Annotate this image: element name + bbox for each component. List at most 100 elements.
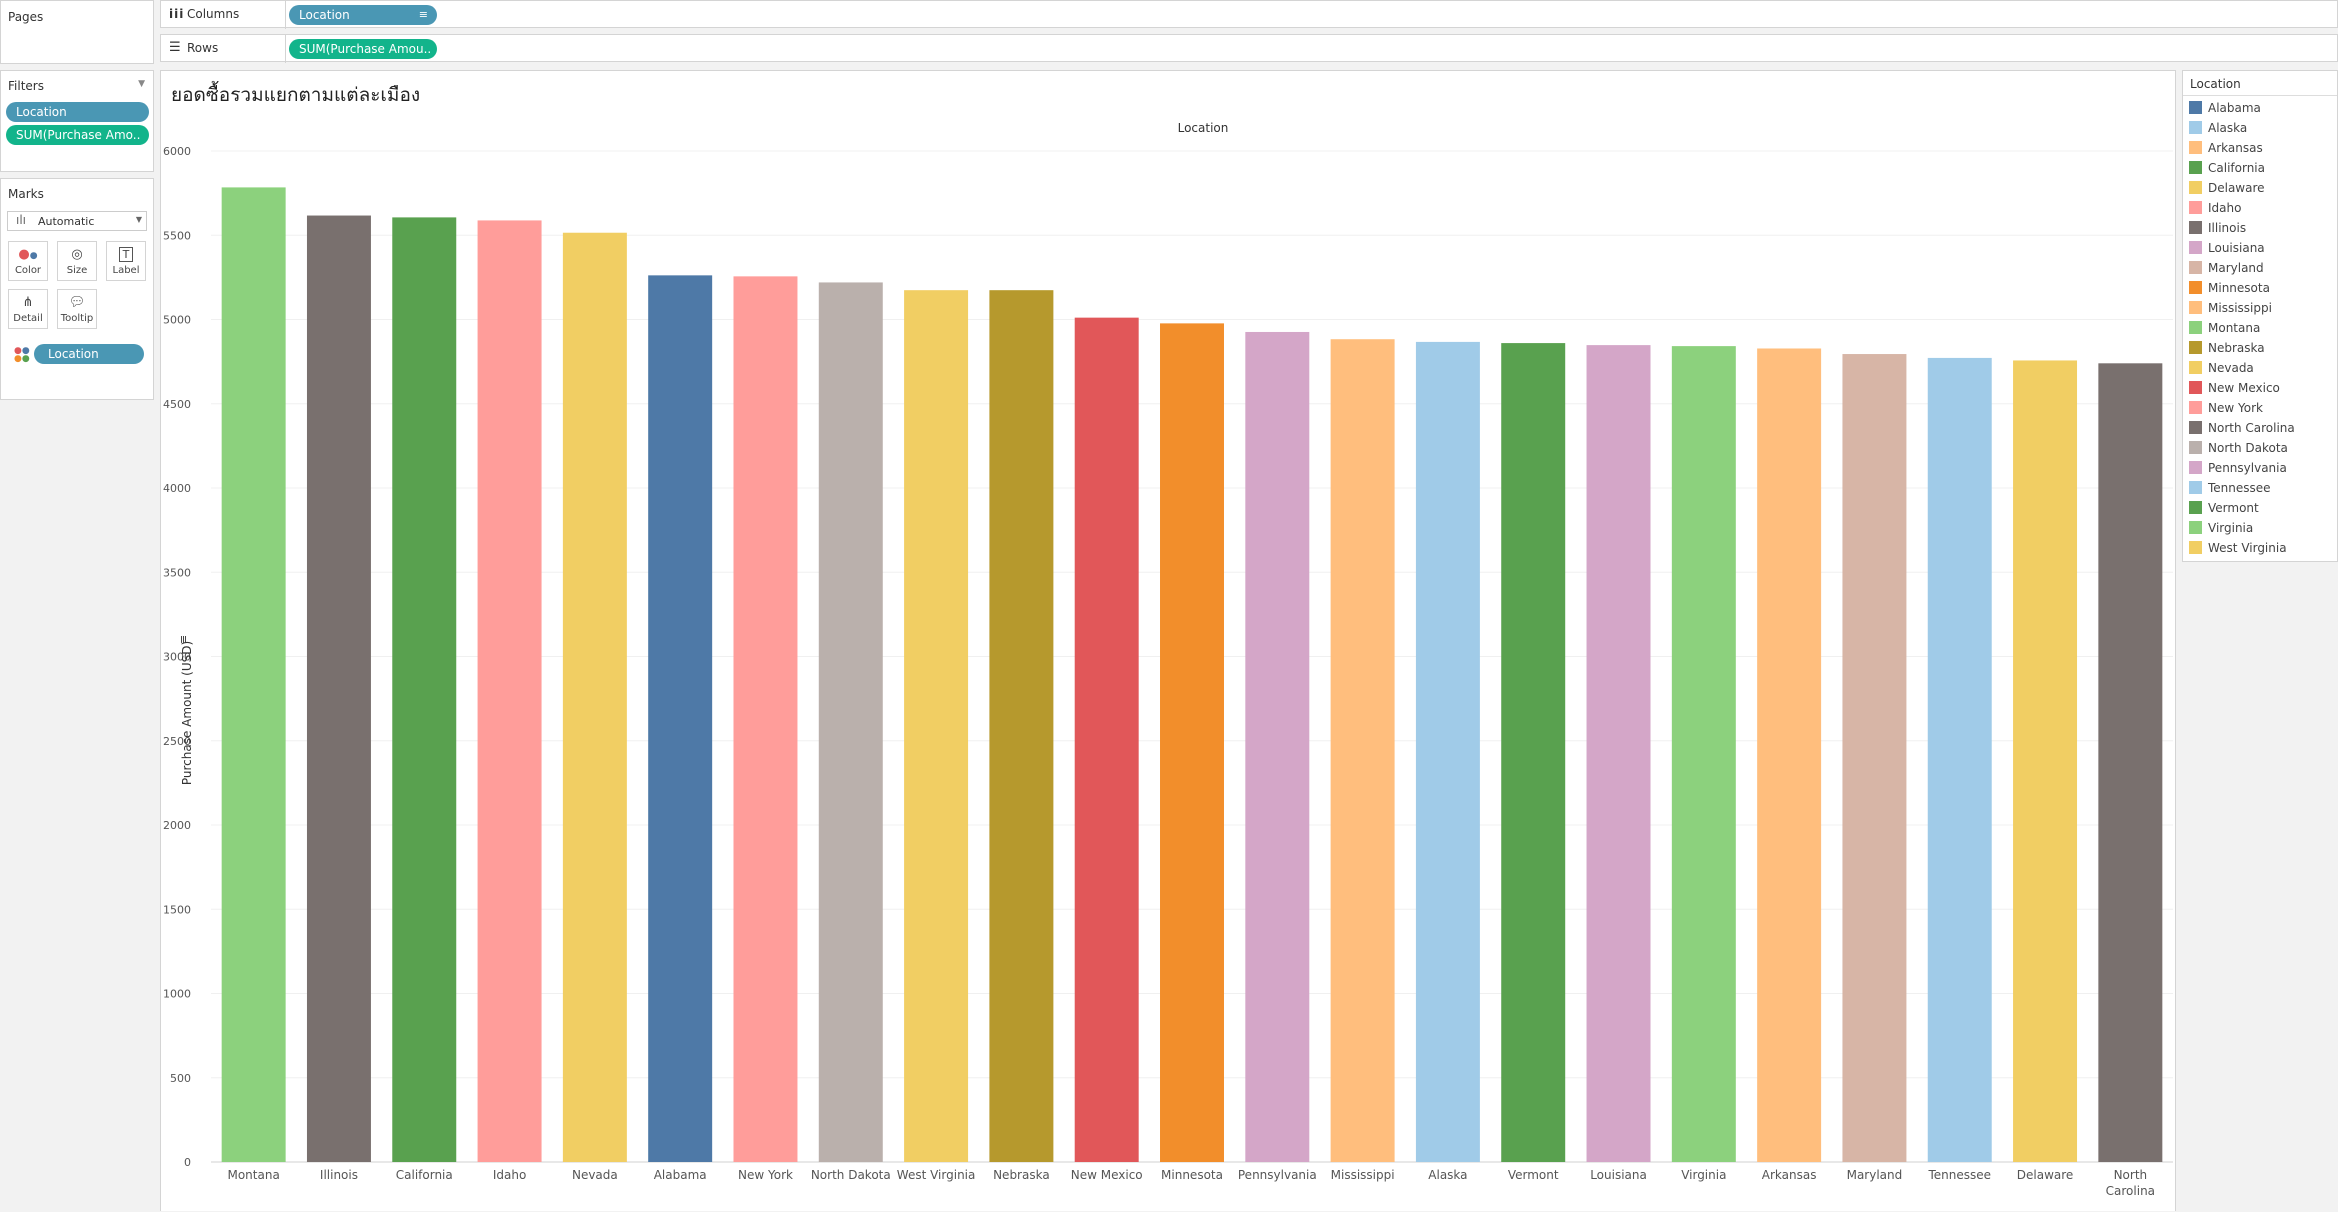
bar-north-carolina[interactable] (2098, 363, 2163, 1162)
marks-title: Marks (8, 187, 44, 201)
size-button[interactable]: ◎ Size (57, 241, 97, 281)
bar-maryland[interactable] (1842, 354, 1907, 1163)
legend-item[interactable]: Louisiana (2189, 240, 2265, 256)
bar-nebraska[interactable] (989, 290, 1054, 1162)
column-header: Location (1178, 121, 1229, 135)
bar-alaska[interactable] (1415, 341, 1480, 1162)
legend-item[interactable]: California (2189, 160, 2265, 176)
legend-item[interactable]: Nebraska (2189, 340, 2265, 356)
bars[interactable] (221, 187, 2163, 1163)
bar-delaware[interactable] (2013, 360, 2078, 1162)
legend-item-label: Arkansas (2208, 141, 2263, 155)
legend-item[interactable]: West Virginia (2189, 540, 2287, 556)
legend-item[interactable]: New Mexico (2189, 380, 2280, 396)
legend-swatch (2189, 201, 2202, 214)
label-button[interactable]: T Label (106, 241, 146, 281)
bar-montana[interactable] (221, 187, 286, 1162)
x-tick-label: Maryland (1847, 1168, 1903, 1182)
x-tick-label: North Dakota (811, 1168, 891, 1182)
size-button-label: Size (66, 265, 88, 276)
x-tick-label: California (396, 1168, 453, 1182)
columns-pill-location[interactable]: Location ≡ (289, 5, 437, 25)
bar-tennessee[interactable] (1927, 357, 1992, 1163)
bar-california[interactable] (392, 217, 457, 1162)
bar-chart-icon: ılı (16, 213, 27, 227)
y-tick-label: 2500 (163, 735, 191, 748)
legend-item[interactable]: Vermont (2189, 500, 2259, 516)
x-axis-labels: Montana Illinois California Idaho Nevada Alab… (227, 1168, 2155, 1198)
filters-menu-icon[interactable]: ▼ (138, 79, 145, 89)
x-tick-label: Carolina (2106, 1184, 2155, 1198)
legend-item[interactable]: Pennsylvania (2189, 460, 2287, 476)
bar-virginia[interactable] (1671, 346, 1736, 1162)
filter-pill-location[interactable]: Location (6, 102, 149, 122)
y-tick-label: 3000 (163, 651, 191, 664)
bar-idaho[interactable] (477, 220, 542, 1162)
legend-swatch (2189, 161, 2202, 174)
detail-button-label: Detail (13, 313, 43, 324)
bar-louisiana[interactable] (1586, 345, 1651, 1162)
bar-nevada[interactable] (562, 232, 627, 1162)
bar-north-dakota[interactable] (818, 282, 883, 1162)
legend-item[interactable]: Alaska (2189, 120, 2247, 136)
legend-item[interactable]: Maryland (2189, 260, 2264, 276)
legend-item[interactable]: Virginia (2189, 520, 2253, 536)
legend-item[interactable]: Idaho (2189, 200, 2241, 216)
legend-item[interactable]: New York (2189, 400, 2263, 416)
bar-mississippi[interactable] (1330, 339, 1395, 1163)
legend-item[interactable]: North Carolina (2189, 420, 2295, 436)
legend-item-label: North Carolina (2208, 421, 2295, 435)
legend-item-label: Nevada (2208, 361, 2254, 375)
size-icon: ◎ (71, 247, 83, 262)
x-tick-label: Arkansas (1762, 1168, 1817, 1182)
legend-swatch (2189, 221, 2202, 234)
legend-item[interactable]: Montana (2189, 320, 2260, 336)
bar-illinois[interactable] (306, 215, 371, 1162)
y-tick-label: 6000 (163, 145, 191, 158)
legend-item[interactable]: Nevada (2189, 360, 2254, 376)
marks-pill-location[interactable]: Location (34, 344, 144, 364)
legend-item-label: Illinois (2208, 221, 2247, 235)
y-tick-label: 4000 (163, 482, 191, 495)
legend-item[interactable]: Tennessee (2189, 480, 2271, 496)
rows-pill-sum-purchase[interactable]: SUM(Purchase Amou.. (289, 39, 437, 59)
color-button[interactable]: ●● Color (8, 241, 48, 281)
legend-item[interactable]: Mississippi (2189, 300, 2272, 316)
legend-swatch (2189, 361, 2202, 374)
bar-minnesota[interactable] (1160, 323, 1224, 1162)
bar-arkansas[interactable] (1757, 348, 1822, 1162)
bar-new-york[interactable] (733, 276, 798, 1162)
detail-button[interactable]: ⋔ Detail (8, 289, 48, 329)
legend-item[interactable]: North Dakota (2189, 440, 2288, 456)
pages-shelf[interactable]: Pages (0, 0, 154, 64)
color-encoding-icon: ●● ●● (14, 346, 30, 364)
legend-item[interactable]: Delaware (2189, 180, 2265, 196)
bar-vermont[interactable] (1501, 343, 1566, 1163)
bar-new-mexico[interactable] (1074, 317, 1139, 1162)
legend-swatch (2189, 341, 2202, 354)
legend-swatch (2189, 241, 2202, 254)
legend-item[interactable]: Minnesota (2189, 280, 2270, 296)
bar-alabama[interactable] (648, 275, 713, 1162)
legend-item[interactable]: Arkansas (2189, 140, 2263, 156)
legend-item[interactable]: Illinois (2189, 220, 2246, 236)
columns-shelf[interactable]: iii Columns Location ≡ (160, 0, 2338, 29)
legend-item-label: California (2208, 161, 2265, 175)
bar-pennsylvania[interactable] (1245, 331, 1310, 1162)
bar-west-virginia[interactable] (904, 290, 969, 1162)
sort-icon[interactable]: ≡ (418, 8, 428, 21)
legend-swatch (2189, 261, 2202, 274)
mark-type-dropdown[interactable]: ılı Automatic ▼ (7, 211, 147, 231)
x-tick-label: Nebraska (993, 1168, 1050, 1182)
x-tick-label: West Virginia (897, 1168, 976, 1182)
legend-item-label: Tennessee (2208, 481, 2271, 495)
tooltip-button[interactable]: 💬︎ Tooltip (57, 289, 97, 329)
x-tick-label: Idaho (493, 1168, 526, 1182)
legend-item-label: Mississippi (2208, 301, 2272, 315)
legend-item[interactable]: Alabama (2189, 100, 2261, 116)
x-tick-label: Pennsylvania (1238, 1168, 1317, 1182)
chart-title: ยอดซื้อรวมแยกตามแต่ละเมือง (171, 81, 420, 106)
y-axis-sort-icon[interactable]: ≡ (177, 635, 190, 644)
rows-shelf[interactable]: ☰ Rows SUM(Purchase Amou.. (160, 34, 2338, 63)
filter-pill-sum-purchase[interactable]: SUM(Purchase Amo.. (6, 125, 149, 145)
